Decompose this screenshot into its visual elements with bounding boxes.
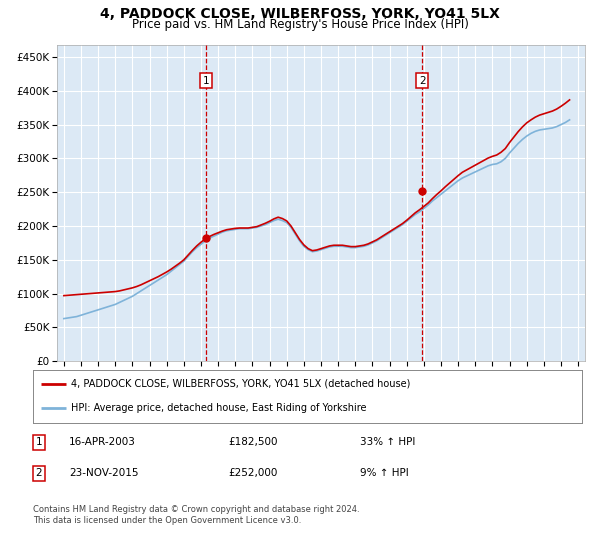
Text: £182,500: £182,500 (228, 437, 277, 447)
Text: Contains HM Land Registry data © Crown copyright and database right 2024.
This d: Contains HM Land Registry data © Crown c… (33, 505, 359, 525)
Text: 23-NOV-2015: 23-NOV-2015 (69, 468, 139, 478)
Text: 2: 2 (35, 468, 43, 478)
Text: 2: 2 (419, 76, 425, 86)
Text: 1: 1 (203, 76, 209, 86)
Text: £252,000: £252,000 (228, 468, 277, 478)
Text: 9% ↑ HPI: 9% ↑ HPI (360, 468, 409, 478)
Text: 4, PADDOCK CLOSE, WILBERFOSS, YORK, YO41 5LX: 4, PADDOCK CLOSE, WILBERFOSS, YORK, YO41… (100, 7, 500, 21)
Text: 16-APR-2003: 16-APR-2003 (69, 437, 136, 447)
Text: HPI: Average price, detached house, East Riding of Yorkshire: HPI: Average price, detached house, East… (71, 403, 367, 413)
Text: 33% ↑ HPI: 33% ↑ HPI (360, 437, 415, 447)
Text: 1: 1 (35, 437, 43, 447)
Text: Price paid vs. HM Land Registry's House Price Index (HPI): Price paid vs. HM Land Registry's House … (131, 18, 469, 31)
Text: 4, PADDOCK CLOSE, WILBERFOSS, YORK, YO41 5LX (detached house): 4, PADDOCK CLOSE, WILBERFOSS, YORK, YO41… (71, 379, 411, 389)
